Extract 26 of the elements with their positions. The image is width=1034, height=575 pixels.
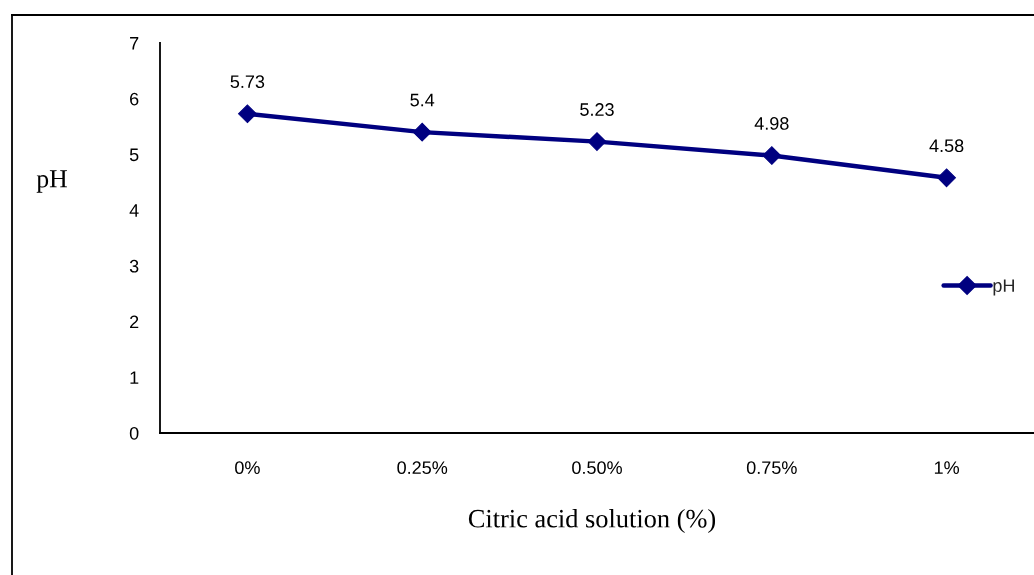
data-label: 5.23 <box>580 103 614 116</box>
x-tick-label: 0.25% <box>397 461 448 475</box>
x-tick-label: 0.50% <box>572 461 622 475</box>
x-tick-label: 0.75% <box>746 461 797 475</box>
y-axis-title: pH <box>36 170 67 193</box>
y-tick-label: 5 <box>129 148 139 162</box>
point <box>412 122 432 142</box>
legend-label: pH <box>993 279 1014 296</box>
point <box>587 132 607 151</box>
y-tick-label: 6 <box>130 92 139 106</box>
y-tick-label: 4 <box>129 204 139 217</box>
data-label: 5.73 <box>230 75 265 89</box>
y-tick-label: 1 <box>130 371 139 384</box>
x-tick-label: 1% <box>934 461 960 474</box>
point <box>238 104 257 124</box>
x-tick-label: 0% <box>235 461 260 475</box>
data-label: 5.4 <box>410 93 435 107</box>
data-label: 4.58 <box>929 139 964 153</box>
y-tick-label: 2 <box>130 315 139 329</box>
x-axis-title: Citric acid solution (%) <box>468 509 716 533</box>
y-tick-label: 0 <box>129 426 139 440</box>
point <box>937 168 956 188</box>
data-label: 4.98 <box>754 117 789 130</box>
y-tick-label: 3 <box>129 259 139 273</box>
y-tick-label: 7 <box>130 37 139 50</box>
point <box>762 146 782 165</box>
